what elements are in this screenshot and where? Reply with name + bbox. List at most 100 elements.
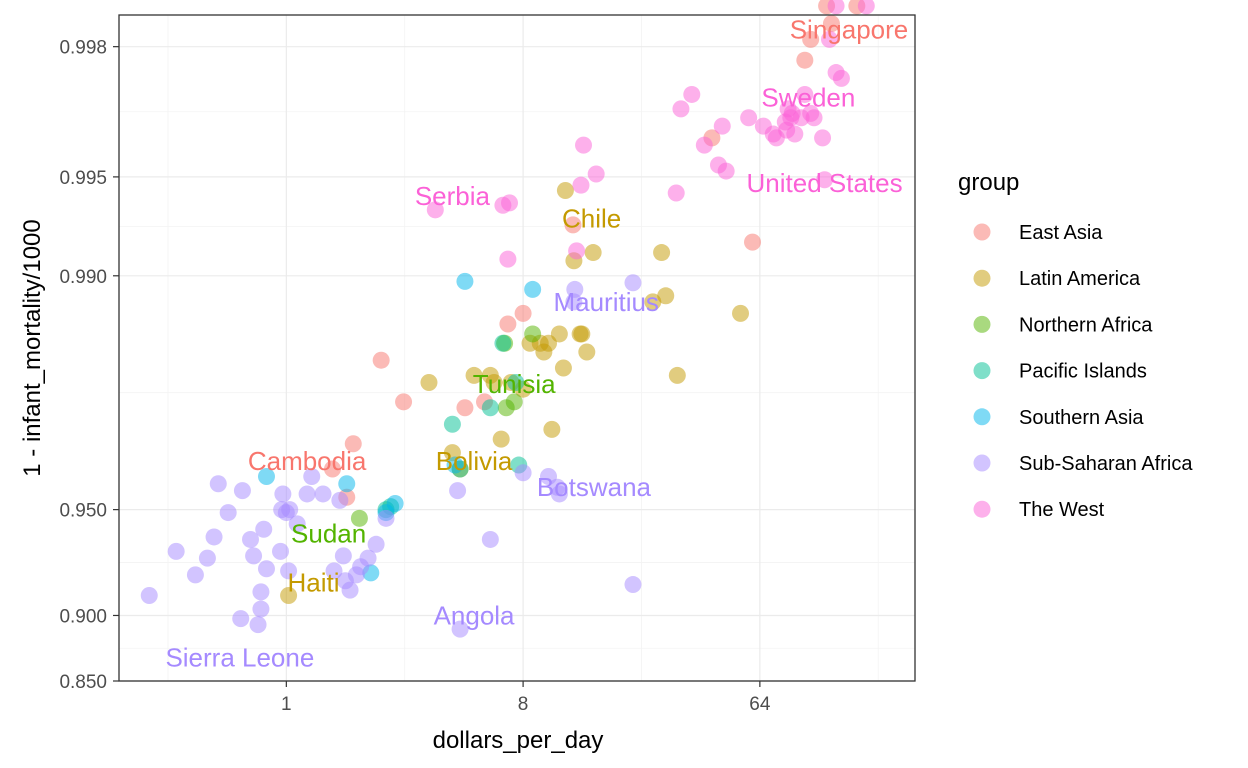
x-axis-title: dollars_per_day	[433, 727, 604, 754]
data-point	[550, 325, 568, 343]
data-point	[667, 184, 685, 202]
point-label: Singapore	[790, 15, 909, 45]
panel-border	[118, 14, 916, 682]
data-point	[242, 530, 260, 548]
legend-key	[973, 408, 991, 426]
data-point	[832, 69, 850, 87]
data-point	[556, 181, 574, 199]
data-point	[805, 109, 823, 127]
data-point	[257, 468, 275, 486]
data-point	[695, 136, 713, 154]
data-point	[668, 366, 686, 384]
data-point	[350, 509, 368, 527]
y-tick-label: 0.998	[59, 38, 107, 59]
legend-label: Pacific Islands	[1019, 361, 1147, 383]
data-point	[443, 415, 461, 433]
data-point	[814, 129, 832, 147]
point-label: Sierra Leone	[165, 643, 314, 673]
data-point	[827, 0, 845, 15]
data-point	[494, 334, 512, 352]
data-point	[314, 485, 332, 503]
data-point	[232, 610, 250, 628]
data-point	[271, 542, 289, 560]
data-point	[395, 393, 413, 411]
data-point	[514, 464, 532, 482]
point-label: Angola	[434, 601, 515, 631]
legend-key	[973, 269, 991, 287]
y-tick-label: 0.900	[59, 606, 107, 627]
data-point	[554, 359, 572, 377]
data-point	[252, 600, 270, 618]
legend-key	[973, 315, 991, 333]
data-point	[198, 549, 216, 567]
data-point	[524, 325, 542, 343]
point-label: Cambodia	[248, 446, 367, 476]
data-point	[802, 30, 820, 48]
data-point	[501, 194, 519, 212]
point-label: United States	[747, 168, 903, 198]
legend-key	[973, 362, 991, 380]
data-point	[341, 581, 359, 599]
data-point	[578, 343, 596, 361]
data-point	[744, 233, 762, 251]
data-point	[324, 460, 342, 478]
data-point	[465, 366, 483, 384]
data-point	[456, 399, 474, 417]
data-point	[543, 420, 561, 438]
data-point	[331, 491, 349, 509]
legend-label: East Asia	[1019, 222, 1103, 244]
data-point	[564, 216, 582, 234]
data-point	[280, 586, 298, 604]
data-point	[456, 272, 474, 290]
data-point	[245, 547, 263, 565]
y-tick-label: 0.850	[59, 672, 107, 693]
data-point	[451, 620, 469, 638]
legend-label: Latin America	[1019, 268, 1141, 290]
data-point	[219, 504, 237, 522]
point-label: Tunisia	[473, 369, 556, 399]
x-axis-ticks: 1 8 64	[281, 681, 771, 715]
data-point	[514, 304, 532, 322]
data-point	[205, 528, 223, 546]
data-point	[822, 15, 840, 33]
data-point	[167, 542, 185, 560]
x-tick-label: 8	[518, 694, 529, 715]
data-point	[740, 109, 758, 127]
y-tick-label: 0.990	[59, 267, 107, 288]
point-label: Mauritius	[553, 287, 658, 317]
data-point	[140, 586, 158, 604]
x-tick-label: 64	[749, 694, 771, 715]
data-point	[257, 560, 275, 578]
data-point	[657, 287, 675, 305]
data-point	[816, 171, 834, 189]
data-point	[255, 520, 273, 538]
point-label: Serbia	[415, 181, 491, 211]
data-point	[499, 250, 517, 268]
data-point	[281, 501, 299, 519]
point-annotations: Singapore Sweden United States Serbia Chile M…	[165, 15, 908, 673]
y-axis-ticks: 0.850 0.900 0.950 0.990 0.995 0.998	[59, 38, 119, 693]
data-point	[624, 274, 642, 292]
data-point	[481, 399, 499, 417]
data-point	[426, 201, 444, 219]
data-point	[303, 468, 321, 486]
data-point	[672, 100, 690, 118]
data-point	[683, 85, 701, 103]
data-point	[344, 435, 362, 453]
x-tick-label: 1	[281, 694, 292, 715]
data-points	[140, 0, 875, 638]
data-point	[481, 530, 499, 548]
data-point	[499, 315, 517, 333]
data-point	[298, 485, 316, 503]
point-label: Haiti	[288, 567, 340, 597]
data-point	[572, 176, 590, 194]
data-point	[485, 373, 503, 391]
legend-label: Sub-Saharan Africa	[1019, 453, 1193, 475]
data-point	[249, 616, 267, 634]
y-tick-label: 0.995	[59, 168, 107, 189]
data-point	[565, 293, 583, 311]
data-point	[575, 136, 593, 154]
data-point	[507, 373, 525, 391]
data-point	[492, 430, 510, 448]
